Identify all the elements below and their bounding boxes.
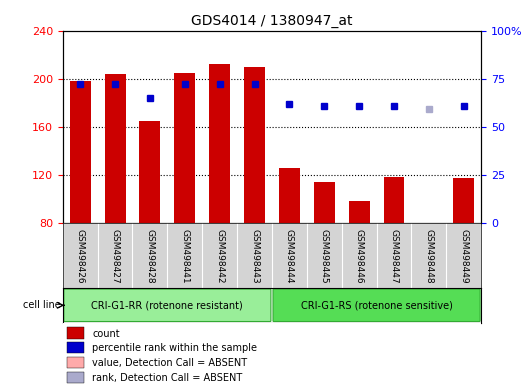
Bar <box>244 67 265 223</box>
Bar <box>209 64 230 223</box>
Text: cell line: cell line <box>23 300 61 310</box>
Text: GSM498426: GSM498426 <box>76 229 85 284</box>
FancyBboxPatch shape <box>273 289 480 321</box>
Bar <box>70 81 90 223</box>
Title: GDS4014 / 1380947_at: GDS4014 / 1380947_at <box>191 14 353 28</box>
Text: CRI-G1-RR (rotenone resistant): CRI-G1-RR (rotenone resistant) <box>92 300 243 310</box>
Bar <box>349 201 370 223</box>
Bar <box>383 177 404 223</box>
Text: GSM498427: GSM498427 <box>110 229 120 284</box>
Bar <box>140 121 161 223</box>
Bar <box>279 167 300 223</box>
Bar <box>105 74 126 223</box>
Text: GSM498428: GSM498428 <box>145 229 154 284</box>
FancyBboxPatch shape <box>64 289 271 321</box>
Bar <box>453 178 474 223</box>
Bar <box>67 342 84 353</box>
Text: GSM498447: GSM498447 <box>390 229 399 284</box>
Text: GSM498448: GSM498448 <box>424 229 434 284</box>
Bar <box>174 73 195 223</box>
Text: GSM498442: GSM498442 <box>215 229 224 284</box>
Bar <box>314 182 335 223</box>
Text: GSM498444: GSM498444 <box>285 229 294 284</box>
Bar <box>67 328 84 339</box>
Text: count: count <box>92 329 120 339</box>
Bar <box>67 357 84 368</box>
Text: GSM498449: GSM498449 <box>459 229 468 284</box>
Text: value, Detection Call = ABSENT: value, Detection Call = ABSENT <box>92 358 247 368</box>
Text: GSM498446: GSM498446 <box>355 229 363 284</box>
Text: CRI-G1-RS (rotenone sensitive): CRI-G1-RS (rotenone sensitive) <box>301 300 452 310</box>
Text: GSM498441: GSM498441 <box>180 229 189 284</box>
Text: GSM498443: GSM498443 <box>250 229 259 284</box>
Text: percentile rank within the sample: percentile rank within the sample <box>92 343 257 353</box>
Text: rank, Detection Call = ABSENT: rank, Detection Call = ABSENT <box>92 373 242 383</box>
Text: GSM498445: GSM498445 <box>320 229 329 284</box>
Bar <box>67 372 84 383</box>
